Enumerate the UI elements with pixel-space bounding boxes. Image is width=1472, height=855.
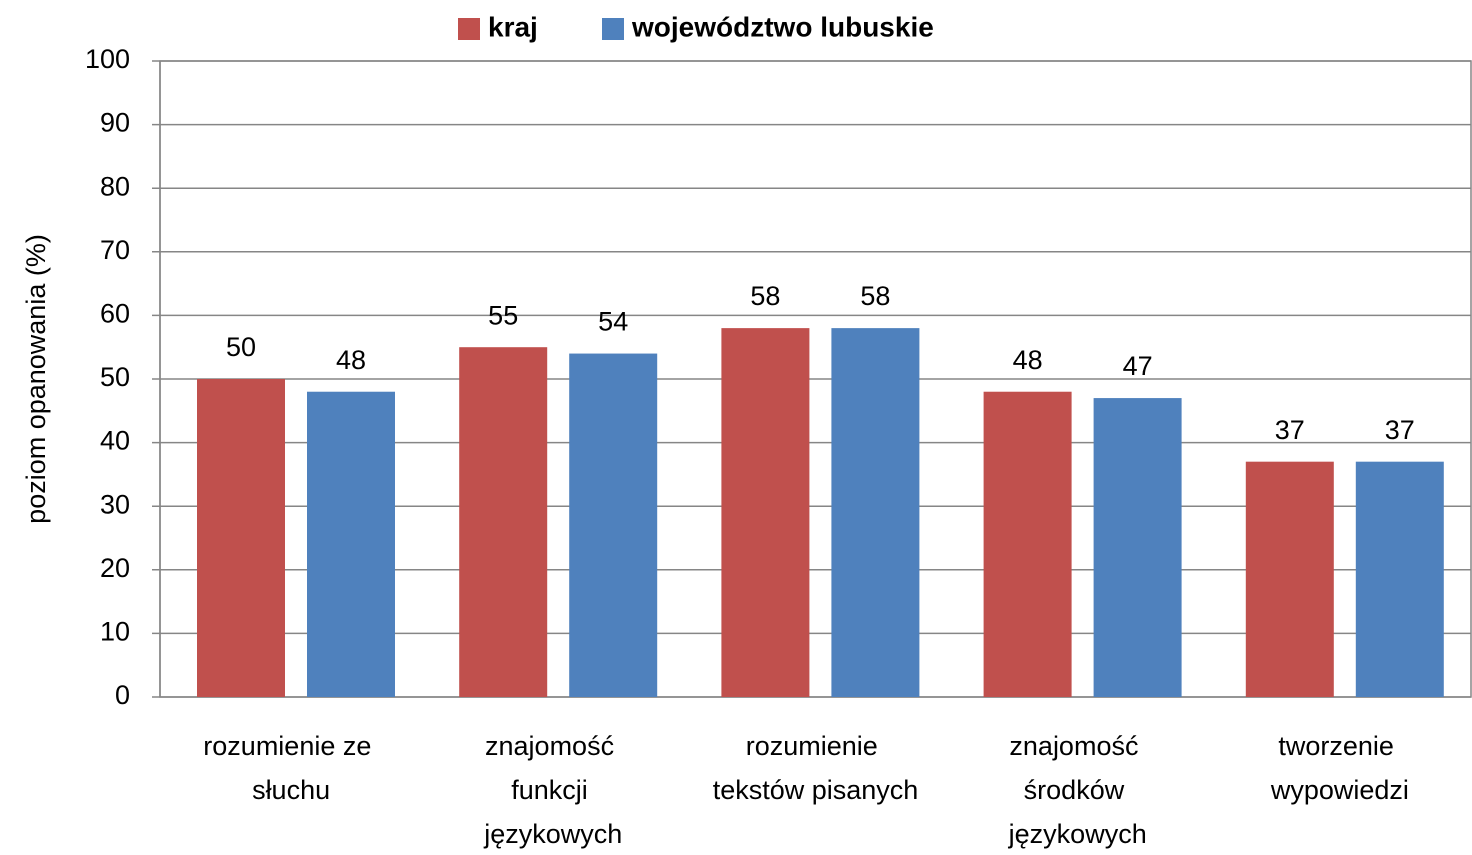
legend-swatch <box>458 18 480 40</box>
legend-swatch <box>602 18 624 40</box>
x-tick-label: rozumienie tekstów pisanych <box>713 731 919 805</box>
data-label: 55 <box>488 300 518 330</box>
bar <box>569 353 658 697</box>
y-tick-label: 50 <box>100 362 130 392</box>
x-tick-label: znajomość funkcji językowych <box>483 731 622 849</box>
y-tick-label: 20 <box>100 553 130 583</box>
y-tick-label: 60 <box>100 299 130 329</box>
y-axis-label: poziom opanowania (%) <box>21 234 51 524</box>
y-tick-label: 80 <box>100 171 130 201</box>
data-label: 47 <box>1123 351 1153 381</box>
x-tick-label: tworzenie wypowiedzi <box>1270 731 1409 805</box>
bar <box>721 328 810 697</box>
bar <box>1245 461 1334 697</box>
data-label: 58 <box>860 281 890 311</box>
y-tick-label: 30 <box>100 489 130 519</box>
x-tick-label: znajomość środków językowych <box>1008 731 1147 849</box>
data-label: 58 <box>750 281 780 311</box>
y-tick-label: 90 <box>100 108 130 138</box>
data-label: 50 <box>226 332 256 362</box>
data-label: 37 <box>1275 415 1305 445</box>
plot-border <box>159 60 1472 698</box>
bar <box>831 328 920 697</box>
legend-label: województwo lubuskie <box>631 11 934 42</box>
legend-label: kraj <box>488 11 538 42</box>
bar <box>197 379 285 697</box>
data-label: 37 <box>1385 415 1415 445</box>
bar <box>1355 461 1444 697</box>
data-label: 54 <box>598 307 628 337</box>
data-label: 48 <box>1013 345 1043 375</box>
bar <box>459 347 548 697</box>
bar <box>307 391 395 697</box>
y-tick-label: 0 <box>115 680 130 710</box>
y-tick-label: 40 <box>100 426 130 456</box>
y-tick-label: 70 <box>100 235 130 265</box>
y-tick-label: 10 <box>100 617 130 647</box>
data-label: 48 <box>336 345 366 375</box>
x-tick-label: rozumienie ze słuchu <box>203 731 379 805</box>
bar <box>1093 398 1182 697</box>
bar <box>983 391 1072 697</box>
y-tick-label: 100 <box>85 44 130 74</box>
